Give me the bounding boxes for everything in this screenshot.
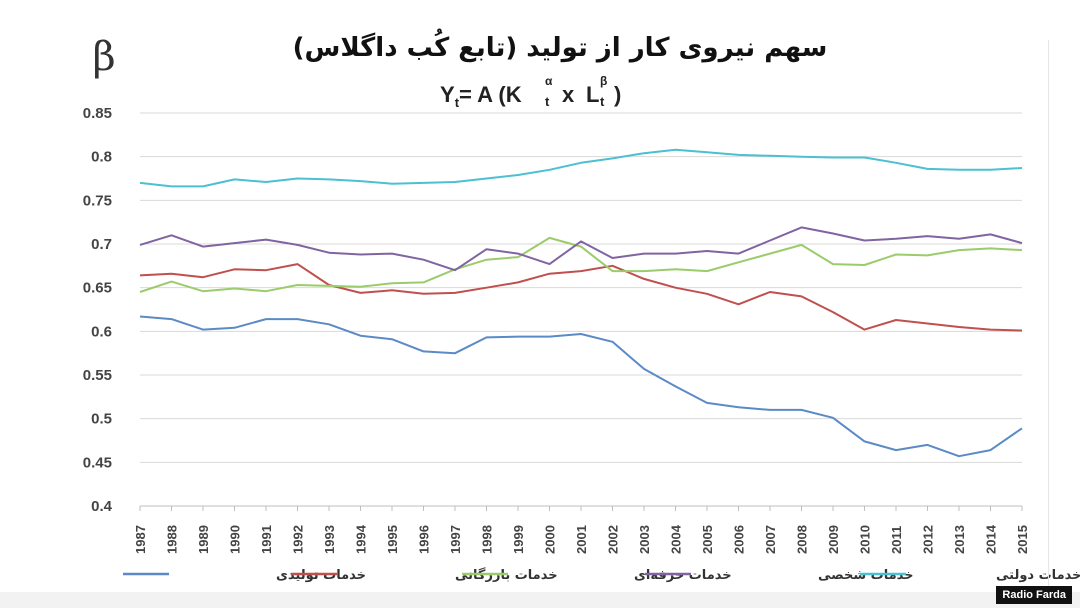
formula-close: ) xyxy=(614,82,621,107)
x-tick-label: 2011 xyxy=(889,526,904,554)
y-tick-label: 0.65 xyxy=(83,280,112,297)
formula-beta: β xyxy=(600,74,607,88)
formula-k: K xyxy=(506,82,522,107)
x-tick-label: 2005 xyxy=(700,525,715,554)
series-line xyxy=(139,148,1023,188)
y-tick-label: 0.85 xyxy=(83,105,112,122)
divider xyxy=(1048,40,1049,600)
series-line xyxy=(139,315,1023,458)
series-line xyxy=(139,236,1023,293)
x-tick-label: 2004 xyxy=(669,524,684,554)
formula-l: L xyxy=(586,82,599,107)
legend: خدمات تولیدی خدمات بازرگانی خدمات حرفه‌ای خ… xyxy=(123,567,1080,583)
y-tick-label: 0.55 xyxy=(83,367,112,384)
legend-label: خدمات تولیدی xyxy=(276,568,366,583)
y-tick-label: 0.4 xyxy=(91,498,113,515)
y-tick-label: 0.7 xyxy=(91,236,112,253)
x-tick-label: 2013 xyxy=(952,525,967,554)
watermark-logo: Radio Farda xyxy=(996,586,1072,604)
x-tick-label: 2014 xyxy=(984,524,999,554)
formula-eq: = A ( xyxy=(459,82,506,107)
series-line xyxy=(139,226,1023,272)
y-tick-label: 0.75 xyxy=(83,192,112,209)
x-tick-label: 1991 xyxy=(259,525,274,554)
legend-label: خدمات دولتی xyxy=(996,568,1080,583)
x-tick-label: 2001 xyxy=(574,525,589,554)
x-tick-label: 1992 xyxy=(291,525,306,554)
y-axis-label: β xyxy=(92,34,115,80)
formula-l-sub: t xyxy=(600,94,605,109)
y-tick-label: 0.5 xyxy=(91,411,112,428)
y-tick-label: 0.8 xyxy=(91,149,112,166)
x-tick-label: 1994 xyxy=(354,524,369,554)
x-tick-label: 2002 xyxy=(606,525,621,554)
x-tick-label: 1988 xyxy=(165,525,180,554)
x-tick-label: 1998 xyxy=(480,525,495,554)
x-tick-label: 2007 xyxy=(763,525,778,554)
x-tick-label: 1989 xyxy=(196,525,211,554)
y-tick-labels: 0.4 0.45 0.5 0.55 0.6 0.65 0.7 0.75 0.8 0.85 xyxy=(83,105,113,515)
x-tick-label: 2003 xyxy=(637,525,652,554)
grid xyxy=(139,112,1023,511)
y-tick-label: 0.45 xyxy=(83,454,112,471)
formula: Yt= A (K α t x L β t ) xyxy=(440,74,621,110)
x-tick-label: 1999 xyxy=(511,525,526,554)
y-tick-label: 0.6 xyxy=(91,323,112,340)
x-tick-label: 1987 xyxy=(133,525,148,554)
formula-y: Y xyxy=(440,82,455,107)
x-tick-label: 2000 xyxy=(543,525,558,554)
formula-x: x xyxy=(562,82,575,107)
x-tick-label: 1993 xyxy=(322,525,337,554)
chart-title: سهم نیروی کار از تولید (تابع کُب داگلاس) xyxy=(293,29,828,63)
x-tick-label: 2015 xyxy=(1015,525,1030,554)
legend-label: خدمات حرفه‌ای xyxy=(634,568,732,583)
series-line xyxy=(139,263,1023,332)
formula-alpha: α xyxy=(545,74,553,88)
x-tick-label: 2009 xyxy=(826,525,841,554)
x-tick-label: 1997 xyxy=(448,525,463,554)
series-lines xyxy=(139,148,1023,458)
legend-label: خدمات شخصی xyxy=(818,568,914,583)
x-tick-label: 2010 xyxy=(858,525,873,554)
x-tick-label: 1995 xyxy=(385,525,400,554)
x-tick-label: 2008 xyxy=(795,525,810,554)
svg-text:Yt= A (K: Yt= A (K xyxy=(440,82,522,110)
x-tick-labels: 1987 1988 1989 1990 1991 1992 1993 1994 1995 1996… xyxy=(133,524,1030,554)
formula-k-sub: t xyxy=(545,94,550,109)
x-tick-label: 2012 xyxy=(921,525,936,554)
formula-sub-t: t xyxy=(455,95,460,110)
bottom-bar xyxy=(0,592,1080,608)
x-tick-label: 1996 xyxy=(417,525,432,554)
x-tick-label: 1990 xyxy=(228,525,243,554)
x-tick-label: 2006 xyxy=(732,525,747,554)
